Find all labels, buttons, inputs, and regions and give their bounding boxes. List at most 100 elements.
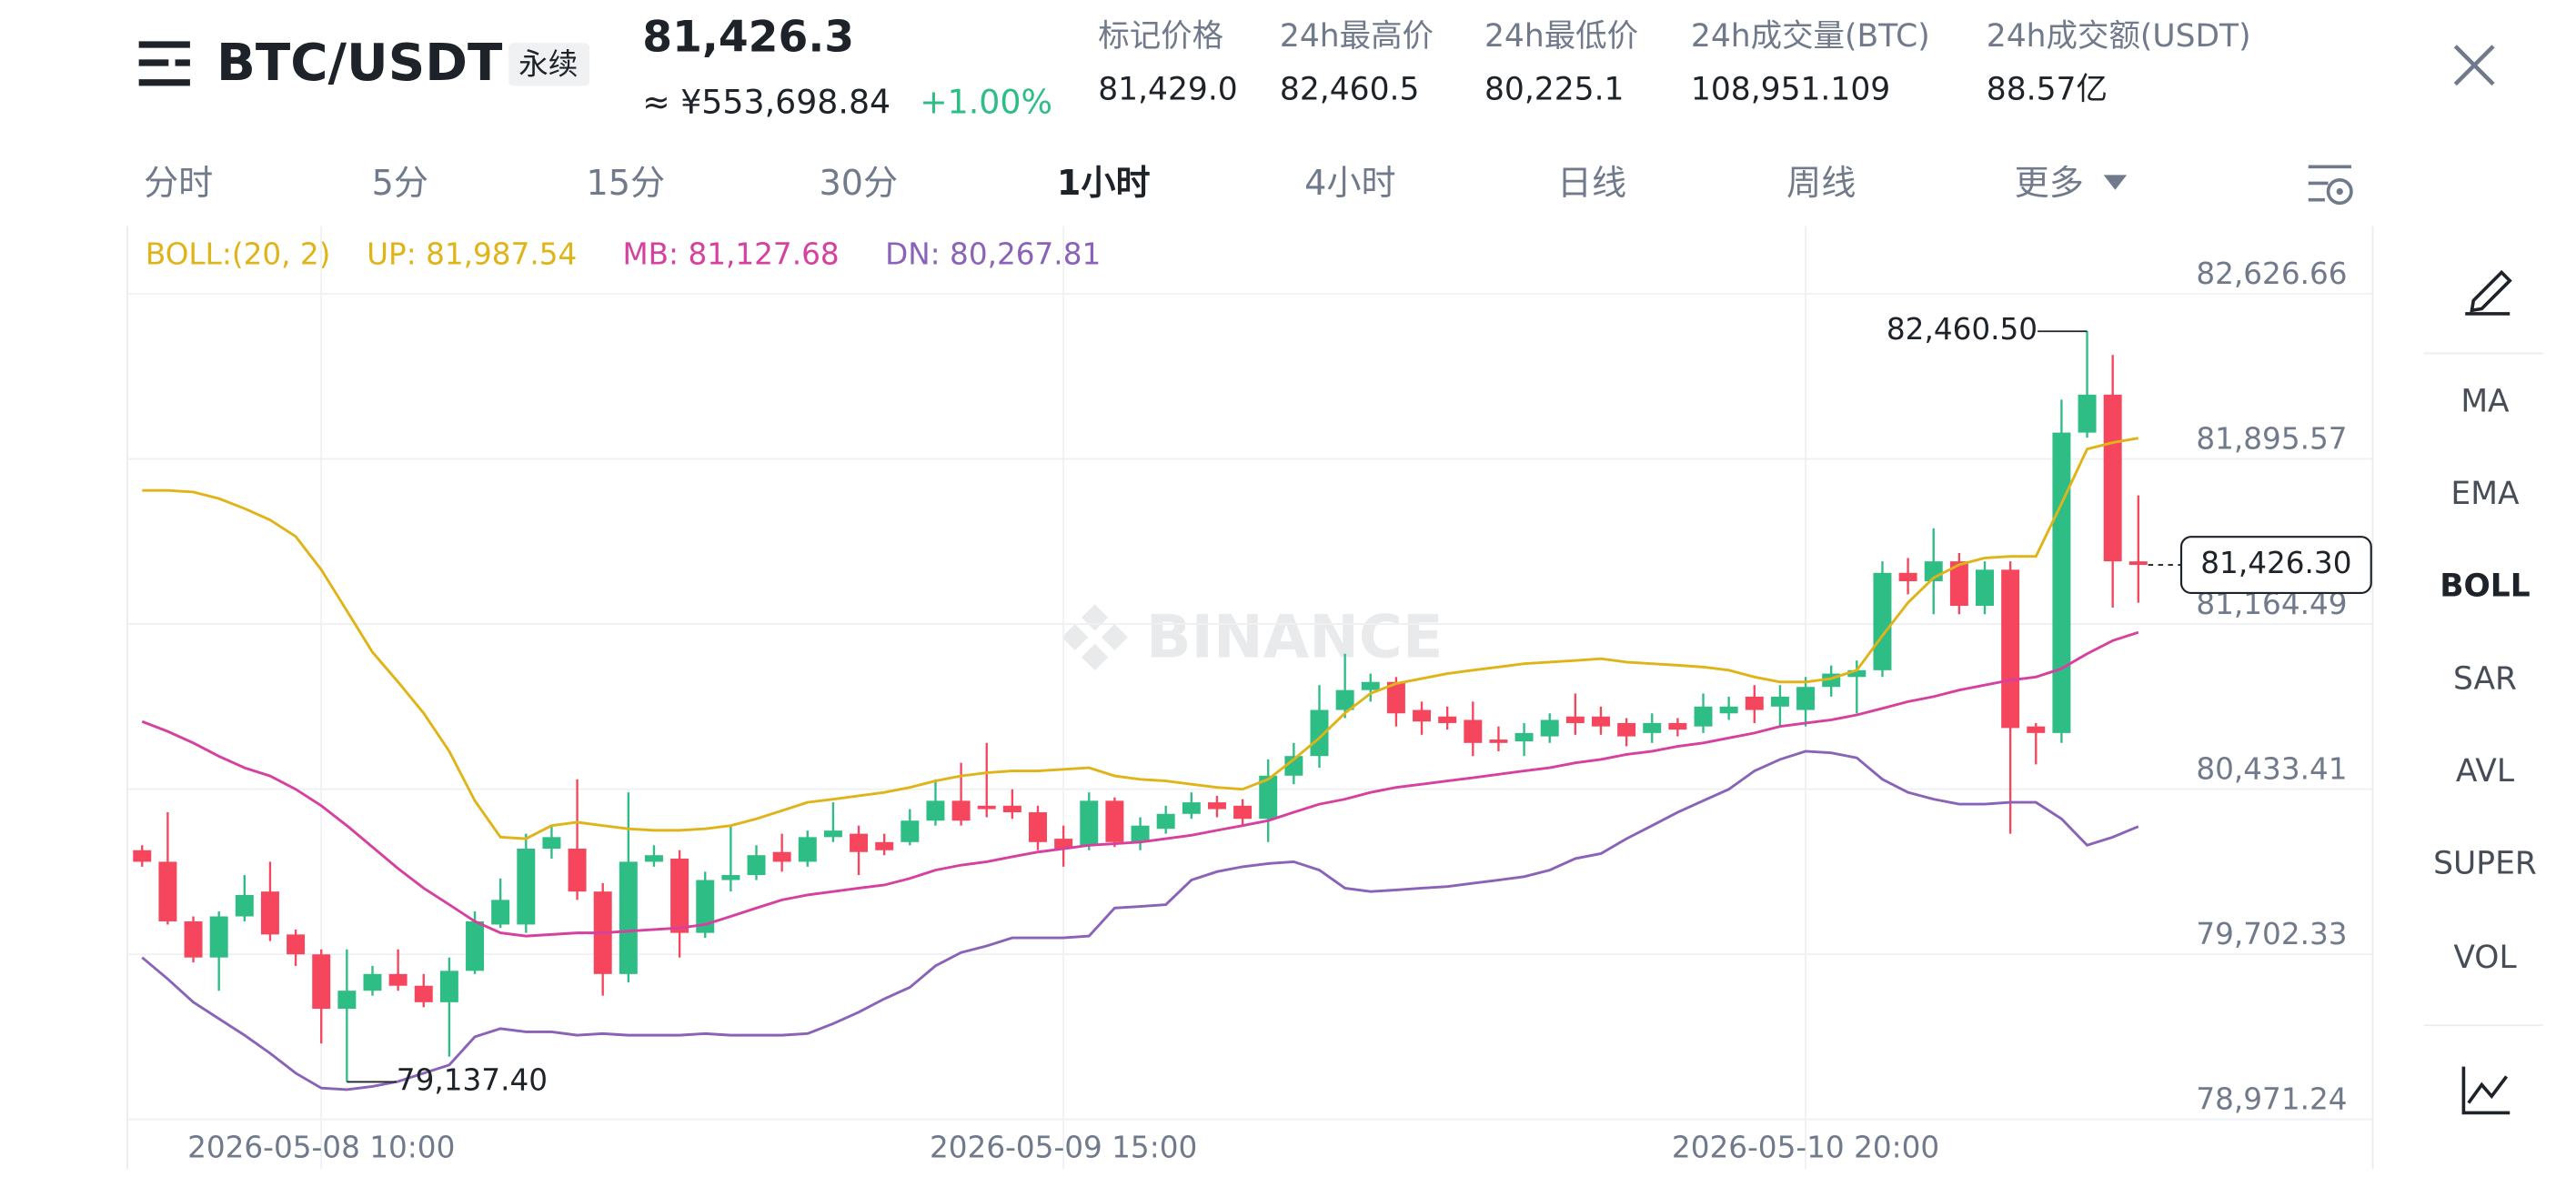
candle-body [388, 973, 408, 986]
legend-title: BOLL:(20, 2) [146, 236, 330, 271]
candle-body [901, 820, 920, 842]
candle-body [414, 985, 433, 1002]
candle-body [1565, 716, 1585, 723]
candle-body [1770, 696, 1789, 707]
interval-tab[interactable]: 1小时 [1057, 163, 1151, 203]
chart-icon [2461, 1066, 2511, 1115]
y-tick-label: 81,895.57 [2196, 422, 2347, 457]
candle-body [466, 920, 485, 971]
candle-body [491, 900, 510, 925]
candle-body [1540, 719, 1559, 737]
candle-body [926, 800, 945, 821]
close-stroke [2453, 45, 2495, 86]
interval-tab[interactable]: 5分 [372, 163, 428, 203]
last-price-box [2179, 536, 2372, 594]
stat-label: 24h成交额(USDT) [1987, 18, 2251, 55]
watermark: BINANCE [1146, 602, 1444, 671]
x-tick-label: 2026-05-08 10:00 [187, 1130, 455, 1164]
interval-tab[interactable]: 日线 [1557, 163, 1626, 203]
interval-tab[interactable]: 15分 [587, 163, 666, 203]
indicator-tab[interactable]: SAR [2453, 660, 2517, 697]
legend-entry: MB: 81,127.68 [622, 236, 839, 271]
stat-label: 24h最高价 [1280, 18, 1434, 55]
pencil [2470, 269, 2512, 313]
menu-bar [138, 59, 169, 66]
interval-tab[interactable]: 分时 [144, 163, 213, 203]
candle-body [1105, 800, 1124, 842]
candle-body [1361, 681, 1380, 690]
candle-body [2027, 726, 2046, 733]
candle-body [517, 849, 536, 925]
candle-body [1745, 696, 1764, 710]
candle-body [875, 841, 894, 850]
candle-body [1002, 805, 1021, 813]
candle-body [1156, 813, 1175, 830]
stat-value: 82,460.5 [1280, 71, 1419, 107]
interval-tab[interactable]: 周线 [1786, 163, 1856, 203]
y-tick-label: 79,702.33 [2196, 917, 2347, 951]
candle-body [1643, 722, 1662, 733]
candle-body [2052, 432, 2071, 733]
stat-label: 标记价格 [1098, 18, 1223, 55]
y-tick-label: 82,626.66 [2196, 256, 2347, 291]
indicator-tab[interactable]: VOL [2453, 940, 2517, 976]
candle-body [133, 850, 152, 862]
candle-body [850, 833, 869, 852]
candle-body [1182, 802, 1201, 814]
legend-entry: UP: 81,987.54 [367, 236, 577, 271]
candle-body [337, 991, 357, 1010]
stat-value: 80,225.1 [1484, 71, 1625, 107]
candle-body [260, 891, 279, 935]
candle-body [542, 837, 561, 850]
candle-body [158, 861, 177, 921]
chart-icon [2467, 1075, 2509, 1104]
x-tick-label: 2026-05-09 15:00 [930, 1130, 1197, 1164]
interval-tab[interactable]: 4小时 [1304, 163, 1395, 203]
stat-label: 24h成交量(BTC) [1691, 18, 1930, 55]
menu-bar [138, 41, 190, 48]
last-price-label: 81,426.30 [2200, 546, 2351, 580]
candle-body [1847, 669, 1867, 678]
icon-stroke [2336, 187, 2343, 196]
candle-body [1694, 706, 1713, 727]
candle-body [772, 851, 791, 862]
dropdown-arrow [2103, 175, 2128, 190]
chart-type-button[interactable] [2461, 1066, 2511, 1115]
indicator-tab[interactable]: BOLL [2440, 568, 2531, 605]
candle-body [235, 894, 254, 917]
x-tick-label: 2026-05-10 20:00 [1672, 1130, 1939, 1164]
candle-body [1489, 739, 1508, 743]
draw-tool[interactable] [2465, 269, 2512, 316]
candle-body [363, 973, 382, 991]
settings-icon[interactable] [2308, 165, 2353, 206]
menu-icon[interactable] [138, 41, 190, 86]
candle-body [977, 805, 996, 810]
legend-entry: DN: 80,267.81 [885, 236, 1101, 271]
interval-tab[interactable]: 更多 [2015, 163, 2084, 203]
boll-line [141, 749, 2139, 1091]
candle-body [2078, 394, 2097, 433]
stat-value: 81,429.0 [1098, 71, 1238, 107]
candle-body [1668, 722, 1687, 730]
stat-label: 24h最低价 [1484, 18, 1638, 55]
icon-stroke [2326, 178, 2353, 206]
interval-tab[interactable]: 30分 [819, 163, 898, 203]
indicator-tab[interactable]: AVL [2456, 753, 2515, 790]
candle-body [747, 855, 766, 876]
candle-body [1284, 756, 1303, 776]
candle-body [1873, 572, 1892, 670]
indicator-tab[interactable]: EMA [2450, 476, 2520, 512]
stat-value: 108,951.109 [1691, 71, 1890, 107]
candle-body [1719, 706, 1738, 714]
indicator-tab[interactable]: MA [2460, 383, 2510, 419]
candle-body [1233, 805, 1253, 820]
candle-body [670, 858, 689, 933]
indicator-tab[interactable]: SUPER [2433, 846, 2537, 882]
menu-bar [175, 59, 190, 66]
symbol: BTC/USDT [216, 34, 503, 93]
close-button[interactable] [2453, 45, 2495, 86]
candle-body [209, 916, 228, 958]
price-cny: ≈ ¥553,698.84 [642, 82, 891, 121]
price: 81,426.3 [642, 13, 854, 63]
